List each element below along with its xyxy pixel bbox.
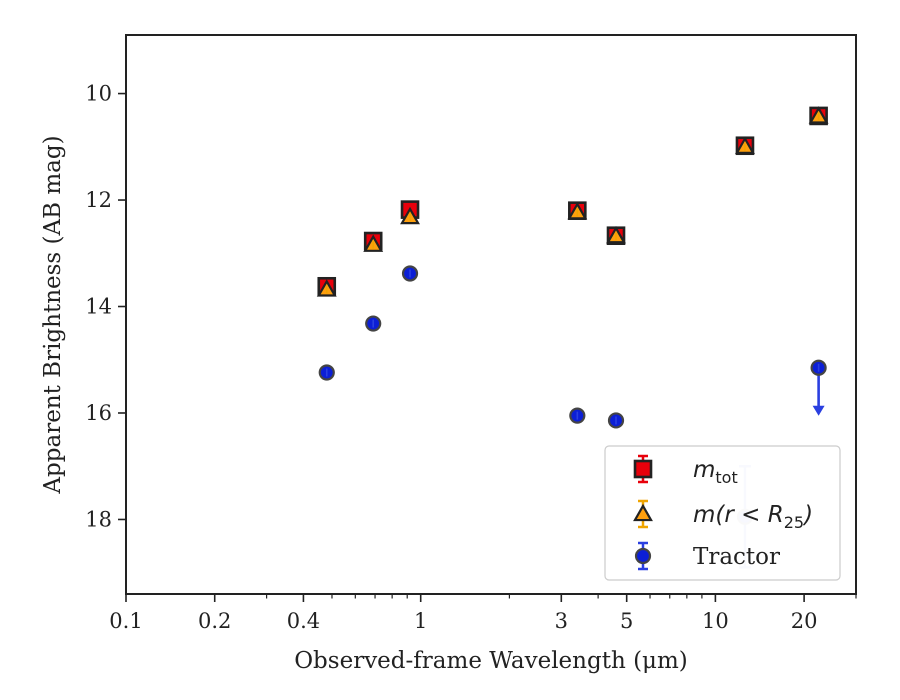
legend-label-m-r25: m(r < R25) xyxy=(693,502,813,532)
legend-marker-tractor xyxy=(634,541,652,571)
y-tick-label: 18 xyxy=(85,507,112,531)
tractor-point xyxy=(318,364,335,381)
x-tick-label: 20 xyxy=(791,609,818,633)
x-tick-label: 0.4 xyxy=(287,609,320,633)
tractor-point xyxy=(401,265,419,282)
y-tick-label: 12 xyxy=(85,188,112,212)
x-tick-label: 1 xyxy=(414,609,427,633)
m-r25-point xyxy=(316,279,337,297)
x-tick-label: 10 xyxy=(702,609,729,633)
legend-label-tractor: Tractor xyxy=(693,544,780,570)
x-axis-label: Observed-frame Wavelength (μm) xyxy=(294,648,688,674)
x-tick-label: 0.1 xyxy=(109,609,142,633)
legend-box xyxy=(604,445,841,581)
legend-symbol xyxy=(633,503,653,522)
m-r25-point xyxy=(363,234,384,252)
y-tick-label: 16 xyxy=(85,401,112,425)
m-r25-point xyxy=(606,225,626,244)
x-tick-label: 0.2 xyxy=(198,609,231,633)
m-r25-point xyxy=(400,206,420,225)
m-r25-point xyxy=(735,136,755,154)
axis-ticks-layer: 0.1 0.2 0.4 1 3 5 10 20 10 12 14 16 18 xyxy=(85,82,857,633)
x-tick-label: 5 xyxy=(620,609,633,633)
tractor-point xyxy=(569,407,586,424)
m-r25-point xyxy=(567,202,588,220)
plot-frame xyxy=(125,34,857,595)
legend-symbol xyxy=(633,459,653,479)
legend-marker-m-r25 xyxy=(633,499,653,529)
legend-marker-mtot xyxy=(633,454,653,484)
legend-label-mtot: mtot xyxy=(693,457,738,487)
x-tick-label: 3 xyxy=(555,609,568,633)
y-tick-label: 14 xyxy=(85,295,112,319)
m-r25-point xyxy=(808,106,829,124)
legend: mtot m(r < R25) Tractor xyxy=(604,445,841,581)
y-axis-label: Apparent Brightness (AB mag) xyxy=(40,135,66,494)
legend-symbol xyxy=(634,547,652,565)
tractor-point xyxy=(365,315,382,332)
y-tick-label: 10 xyxy=(85,82,112,106)
tractor-point xyxy=(810,359,827,416)
upper-limit-arrowhead xyxy=(812,405,825,416)
data-points-layer xyxy=(316,106,829,569)
tractor-point xyxy=(607,412,625,429)
